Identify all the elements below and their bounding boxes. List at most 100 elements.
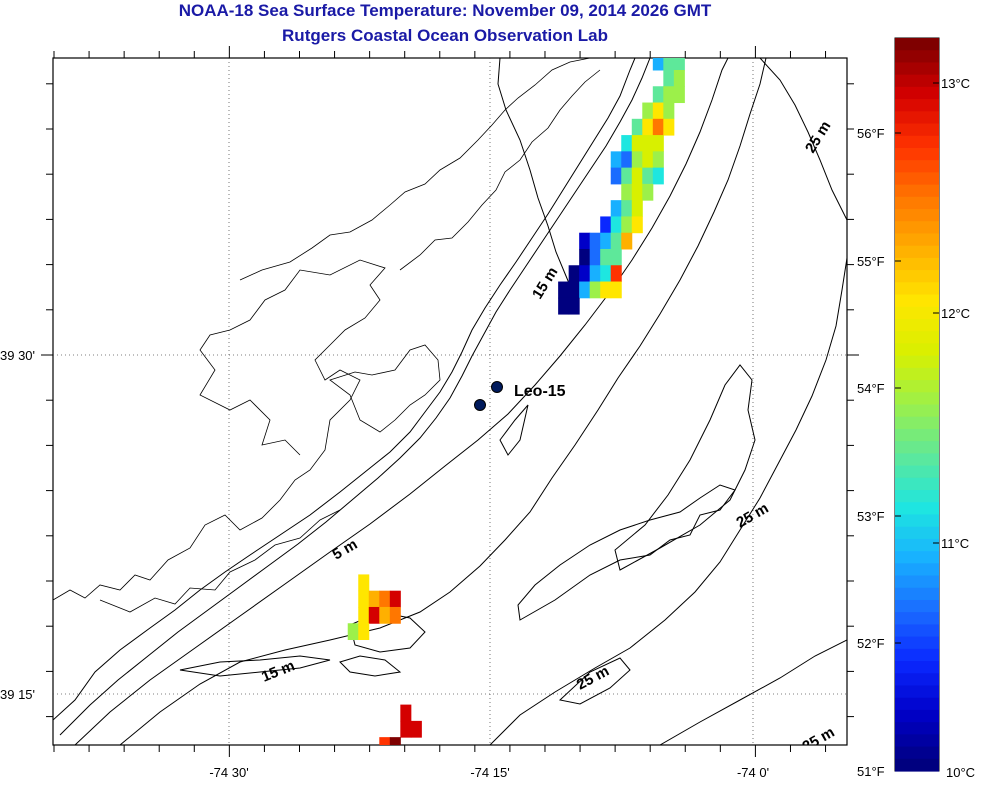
colorbar-band	[895, 428, 939, 442]
fahrenheit-label: 56°F	[857, 126, 885, 141]
sst-pixel	[610, 200, 622, 217]
sst-pixel	[695, 5, 706, 22]
sst-pixel	[358, 574, 370, 592]
sst-pixel	[695, 21, 706, 38]
shoal-1	[614, 364, 756, 571]
sst-pixel	[589, 248, 601, 266]
marsh-outline-4	[329, 344, 441, 433]
colorbar-band	[895, 648, 939, 662]
colorbar-band	[895, 599, 939, 613]
marsh-outline	[53, 259, 386, 601]
fahrenheit-label: 53°F	[857, 509, 885, 524]
sst-pixel	[600, 232, 612, 250]
colorbar-band	[895, 172, 939, 186]
marsh-outline-2	[239, 58, 591, 281]
sst-pixel	[652, 167, 664, 185]
colorbar-band	[895, 380, 939, 393]
shoal-2	[517, 484, 736, 621]
sst-pixel	[631, 151, 643, 169]
sst-pixel	[705, 5, 716, 22]
colorbar-band	[895, 257, 939, 271]
colorbar-band	[895, 74, 939, 88]
colorbar-band	[895, 50, 939, 64]
colorbar-band	[895, 62, 939, 76]
coastline	[53, 58, 636, 721]
sst-pixel	[400, 704, 412, 722]
celsius-label: 12°C	[941, 306, 970, 321]
sst-pixel	[652, 118, 664, 136]
marsh-outline-5	[99, 509, 341, 613]
barrier-island	[59, 58, 651, 736]
colorbar-band	[895, 477, 939, 491]
colorbar-band	[895, 587, 939, 601]
celsius-label: 13°C	[941, 76, 970, 91]
sst-pixel	[379, 606, 391, 624]
sst-pixel	[673, 69, 685, 87]
colorbar-band	[895, 746, 939, 760]
sst-pixel	[610, 281, 622, 299]
contour-15m	[119, 58, 767, 745]
sst-pixel	[610, 248, 622, 266]
contour-15m-north	[497, 58, 577, 301]
colorbar-band	[895, 196, 939, 210]
sst-pixel	[610, 216, 622, 234]
celsius-label: 11°C	[941, 536, 969, 551]
sst-pixels	[347, 0, 727, 745]
sst-pixel	[674, 21, 685, 38]
sst-pixel	[663, 58, 675, 71]
sst-pixel	[568, 265, 580, 283]
sst-pixel	[379, 737, 391, 745]
sst-pixel	[716, 21, 727, 38]
colorbar-band	[895, 111, 939, 125]
map-title: NOAA-18 Sea Surface Temperature: Novembe…	[178, 1, 712, 20]
sst-pixel	[684, 37, 695, 54]
colorbar-band	[895, 318, 939, 332]
contour-5m	[74, 58, 729, 745]
colorbar-band	[895, 209, 939, 222]
colorbar-band	[895, 661, 939, 674]
colorbar-band	[895, 233, 939, 247]
sst-pixel	[600, 248, 612, 266]
sst-pixel	[631, 216, 643, 234]
sst-pixel	[579, 248, 591, 266]
colorbar-band	[895, 465, 939, 479]
sst-pixel	[610, 151, 622, 169]
sst-pixel	[642, 183, 654, 201]
colorbar: 13°C 12°C 11°C 10°C 56°F 55°F 54°F 53°F …	[857, 37, 975, 780]
sst-pixel	[347, 623, 359, 641]
colorbar-band	[895, 722, 939, 735]
colorbar-band	[895, 563, 939, 577]
sst-pixel	[673, 86, 685, 104]
sst-pixel	[589, 281, 601, 299]
sst-pixel	[368, 606, 380, 624]
colorbar-band	[895, 685, 939, 699]
sst-pixel	[663, 102, 675, 120]
sst-pixel	[642, 167, 654, 185]
sst-pixel	[663, 86, 675, 104]
colorbar-band	[895, 673, 939, 687]
contour-25m	[489, 257, 847, 745]
fahrenheit-label: 55°F	[857, 254, 885, 269]
axis-ticks	[41, 46, 859, 757]
colorbar-band	[895, 294, 939, 308]
y-tick-label: 39 30'	[0, 348, 35, 363]
sst-pixel	[579, 232, 591, 250]
sst-pixel	[621, 183, 633, 201]
fahrenheit-label: 54°F	[857, 381, 885, 396]
colorbar-band	[895, 709, 939, 723]
sst-pixel	[674, 37, 685, 54]
colorbar-band	[895, 147, 939, 161]
colorbar-band	[895, 697, 939, 711]
sst-pixel	[716, 0, 727, 5]
sst-pixel	[621, 200, 633, 217]
colorbar-band	[895, 514, 939, 528]
colorbar-band	[895, 86, 939, 100]
sst-pixel	[652, 86, 664, 104]
colorbar-band	[895, 624, 939, 638]
colorbar-band	[895, 392, 939, 406]
sst-pixel	[621, 167, 633, 185]
sst-pixel	[642, 151, 654, 169]
sst-pixel	[642, 102, 654, 120]
sst-pixel	[389, 737, 401, 745]
